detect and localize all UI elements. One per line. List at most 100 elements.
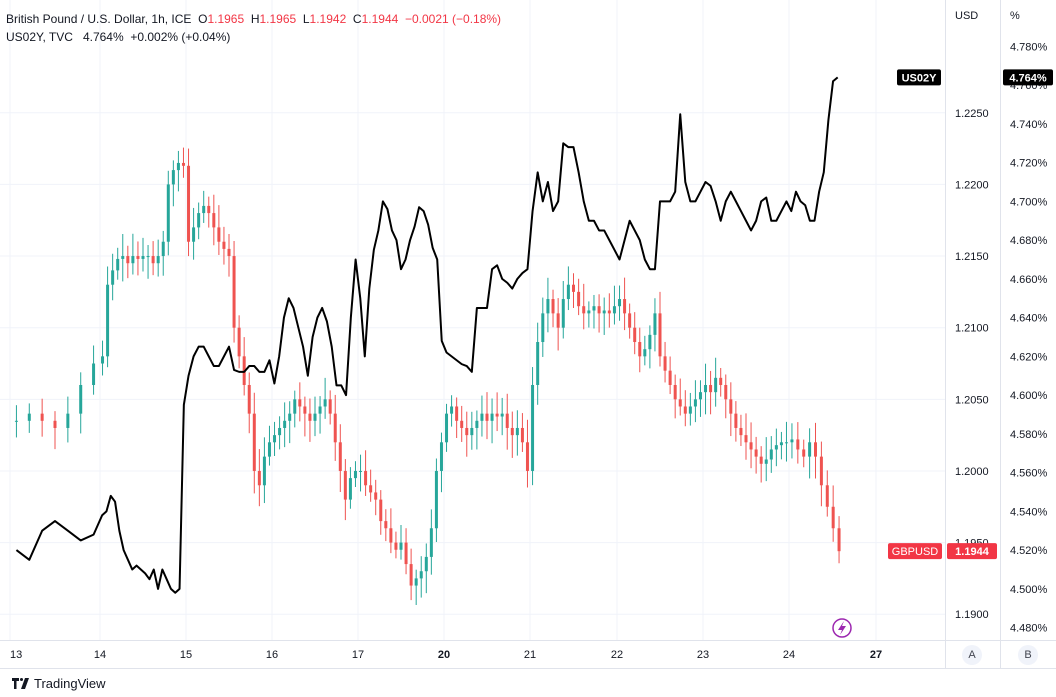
candle-body — [837, 528, 841, 552]
candle-body — [92, 363, 96, 385]
candle-body — [739, 427, 743, 436]
candle-body — [825, 485, 829, 507]
time-tick-label: 21 — [524, 649, 536, 661]
candle-body — [546, 299, 550, 314]
scale-b-button[interactable]: B — [1018, 645, 1038, 665]
usd-tick-label: 1.2250 — [955, 108, 989, 120]
tradingview-logo[interactable]: TradingView — [12, 676, 106, 691]
time-tick-label: 24 — [783, 649, 795, 661]
candle-body — [505, 413, 509, 428]
candle-body — [602, 310, 606, 314]
candle-body — [749, 442, 753, 450]
gbpusd-value-badge-text: 1.1944 — [955, 546, 990, 558]
candle-body — [313, 413, 317, 421]
candle-body — [536, 342, 540, 385]
candle-body — [424, 556, 428, 572]
time-tick-label: 16 — [266, 649, 278, 661]
candle-body — [612, 306, 616, 314]
candle-body — [769, 449, 773, 460]
chart-grid — [0, 0, 945, 640]
candle-body — [212, 213, 216, 228]
candle-body — [465, 427, 469, 436]
candle-body — [808, 442, 812, 457]
candle-body — [628, 313, 632, 328]
usd-tick-label: 1.2100 — [955, 323, 989, 335]
candle-body — [724, 384, 728, 400]
candle-body — [389, 528, 393, 543]
candle-body — [693, 399, 697, 407]
candle-body — [267, 442, 271, 457]
candle-body — [131, 256, 135, 264]
candle-body — [27, 413, 31, 421]
candle-body — [333, 413, 337, 443]
usd-axis-header: USD — [955, 10, 979, 22]
candle-body — [439, 442, 443, 471]
candle-body — [252, 413, 256, 471]
candle-body — [643, 349, 647, 357]
candle-body — [495, 413, 499, 417]
percent-tick-label: 4.740% — [1010, 119, 1048, 131]
percent-tick-label: 4.560% — [1010, 468, 1048, 480]
usd-tick-label: 1.2200 — [955, 179, 989, 191]
candle-body — [404, 542, 408, 565]
candle-body — [308, 413, 312, 421]
candle-body — [379, 499, 383, 522]
candle-body — [303, 406, 307, 414]
candle-body — [719, 377, 723, 385]
candle-body — [556, 313, 560, 328]
candle-body — [222, 241, 226, 249]
candle-body — [338, 442, 342, 471]
candle-body — [587, 310, 591, 314]
candle-body — [490, 413, 494, 421]
gbpusd-name-badge-text: GBPUSD — [892, 546, 939, 558]
candle-body — [450, 406, 454, 414]
auto-scale-button[interactable]: A — [962, 645, 982, 665]
legend-main-symbol: British Pound / U.S. Dollar, 1h, ICE — [6, 12, 192, 26]
usd-tick-label: 1.2050 — [955, 394, 989, 406]
candle-body — [784, 442, 788, 444]
candle-body — [146, 256, 150, 258]
candle-body — [744, 435, 748, 443]
candle-body — [348, 478, 352, 500]
legend-c-value: 1.1944 — [361, 12, 399, 26]
candle-body — [592, 306, 596, 311]
candle-body — [485, 413, 489, 421]
candle-body — [232, 256, 236, 328]
candle-body — [460, 420, 464, 428]
percent-tick-label: 4.680% — [1010, 235, 1048, 247]
candle-body — [561, 299, 565, 328]
time-tick-label: 27 — [870, 649, 882, 661]
percent-tick-label: 4.660% — [1010, 274, 1048, 286]
candle-body — [633, 327, 637, 343]
candle-body — [374, 492, 378, 500]
candle-body — [273, 435, 277, 443]
candle-body — [774, 445, 778, 450]
chart-axes: 1.2250 1.2200 1.2150 1.2100 1.2050 1.2000 1.19… — [0, 0, 1056, 669]
legend-o-value: 1.1965 — [207, 12, 245, 26]
legend-h-label: H — [250, 12, 260, 26]
time-tick-label: 13 — [10, 649, 22, 661]
candle-body — [197, 213, 201, 228]
candle-body — [343, 470, 347, 500]
candle-body — [323, 399, 327, 407]
percent-tick-label: 4.640% — [1010, 313, 1048, 325]
candle-body — [257, 470, 261, 486]
candle-body — [419, 571, 423, 579]
candle-body — [434, 470, 438, 529]
time-tick-label: 17 — [352, 649, 364, 661]
candle-body — [779, 442, 783, 446]
candle-body — [106, 284, 110, 357]
candle-body — [399, 542, 403, 550]
candle-body — [445, 413, 449, 443]
candle-body — [607, 310, 611, 314]
candle-body — [202, 205, 206, 214]
candle-body — [688, 406, 692, 414]
candle-body — [541, 313, 545, 343]
candle-body — [192, 227, 196, 242]
candle-body — [79, 384, 83, 414]
legend-o-label: O — [198, 12, 208, 26]
candle-body — [161, 241, 165, 257]
candle-body — [171, 170, 175, 185]
candle-body — [814, 442, 817, 457]
